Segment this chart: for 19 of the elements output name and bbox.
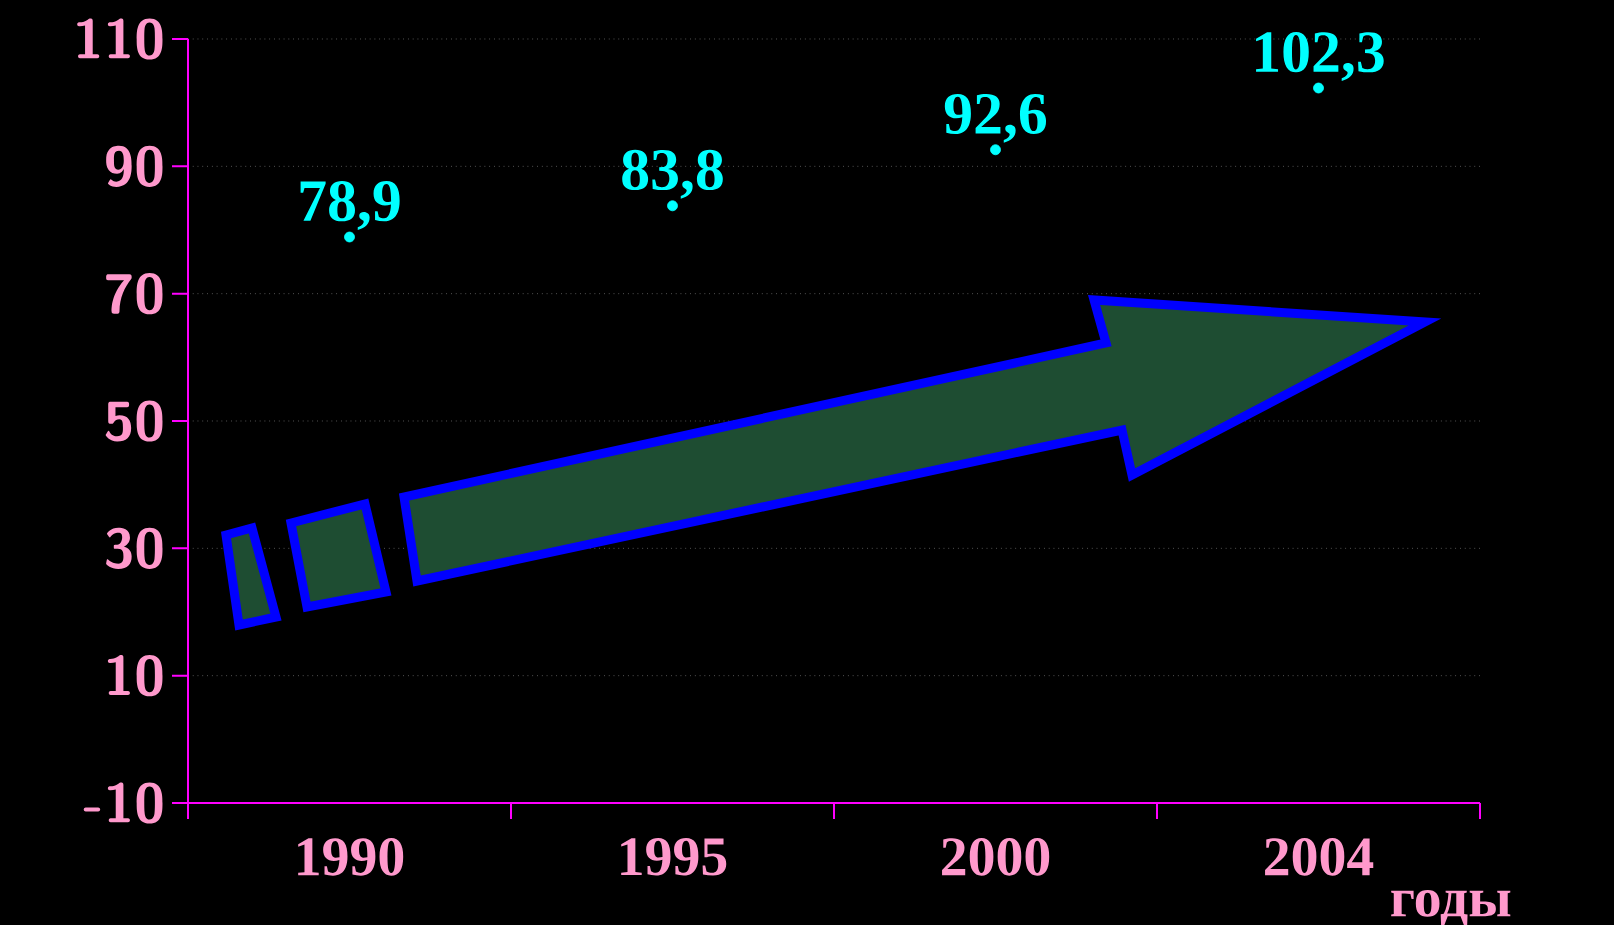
x-tick-label: 1995 bbox=[621, 838, 727, 876]
point bbox=[344, 231, 355, 243]
x-tick-label: 1990 bbox=[298, 838, 404, 876]
data-label: 83,8 bbox=[622, 149, 723, 199]
y-tick-label: 10 bbox=[107, 655, 163, 697]
y-tick-label: 110 bbox=[77, 18, 163, 60]
y-tick-label: 90 bbox=[106, 145, 163, 187]
y-tick-label: -10 bbox=[83, 782, 163, 824]
point bbox=[990, 144, 1001, 156]
data-label: 102,3 bbox=[1256, 31, 1384, 81]
point bbox=[1313, 82, 1324, 94]
y-tick-label: 70 bbox=[106, 273, 163, 315]
y-tick-label: 30 bbox=[106, 527, 163, 569]
y-tick-label: 50 bbox=[105, 400, 163, 442]
data-label: 78,9 bbox=[300, 180, 400, 230]
x-tick-label: 2004 bbox=[1265, 838, 1374, 876]
x-tick-label: 2000 bbox=[942, 838, 1050, 876]
data-label: 92,6 bbox=[944, 93, 1047, 143]
point bbox=[667, 200, 678, 212]
